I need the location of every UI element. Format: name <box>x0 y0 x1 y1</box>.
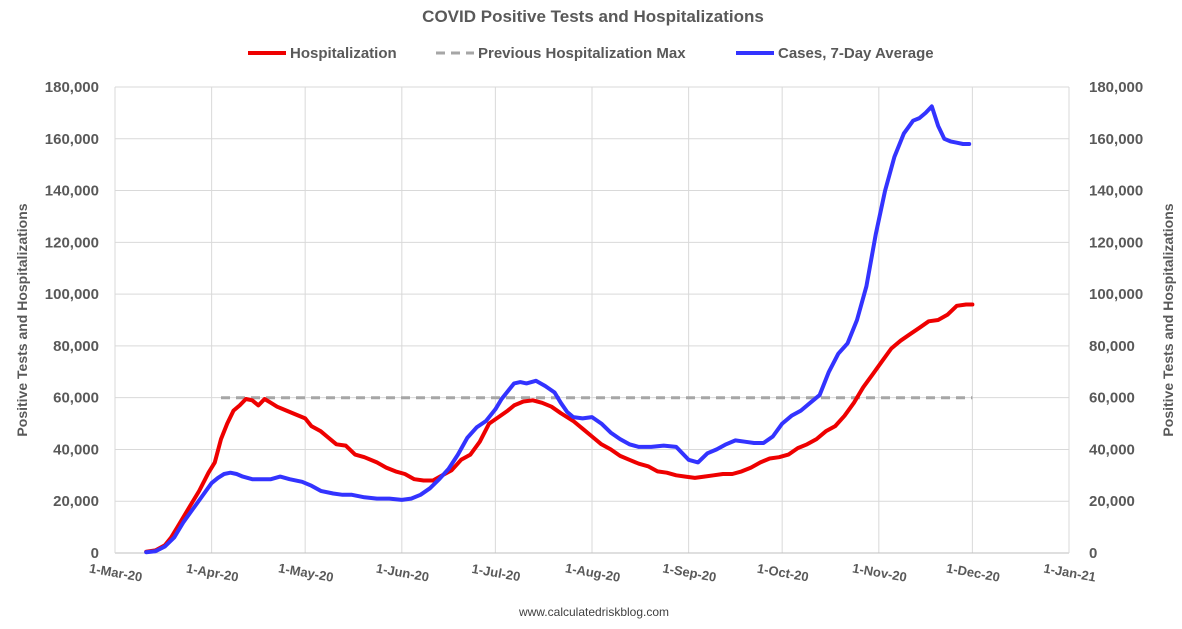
y-axis-right-ticks: 0 20,000 40,000 60,000 80,000 100,000 120,000 1… <box>1089 79 1143 562</box>
y-tick-label-left: 120,000 <box>45 234 99 251</box>
y-tick-label-right: 80,000 <box>1089 338 1135 355</box>
series-cases-line <box>144 104 972 555</box>
y-tick-label-right: 180,000 <box>1089 79 1143 96</box>
y-tick-label-right: 120,000 <box>1089 234 1143 251</box>
source-credit: www.calculatedriskblog.com <box>518 605 669 619</box>
y-tick-label-right: 60,000 <box>1089 390 1135 407</box>
y-tick-label-right: 40,000 <box>1089 441 1135 458</box>
y-tick-label-right: 20,000 <box>1089 493 1135 510</box>
y-tick-label-left: 60,000 <box>53 390 99 407</box>
chart-title: COVID Positive Tests and Hospitalization… <box>422 7 764 26</box>
legend-label-hospitalization: Hospitalization <box>290 45 397 62</box>
y-tick-label-left: 40,000 <box>53 441 99 458</box>
y-tick-label-left: 140,000 <box>45 183 99 200</box>
y-axis-left-label: Positive Tests and Hospitalizations <box>14 203 30 436</box>
y-tick-label-right: 100,000 <box>1089 286 1143 303</box>
legend: Hospitalization Previous Hospitalization… <box>248 45 934 62</box>
y-tick-label-left: 80,000 <box>53 338 99 355</box>
y-tick-label-right: 140,000 <box>1089 183 1143 200</box>
series-hospitalization-line <box>144 302 975 554</box>
y-tick-label-left: 100,000 <box>45 286 99 303</box>
legend-label-previous-max: Previous Hospitalization Max <box>478 45 686 62</box>
legend-label-cases: Cases, 7-Day Average <box>778 45 934 62</box>
y-tick-label-right: 0 <box>1089 545 1097 562</box>
y-axis-right-label: Positive Tests and Hospitalizations <box>1160 203 1176 436</box>
y-tick-label-left: 180,000 <box>45 79 99 96</box>
y-axis-left-ticks: 0 20,000 40,000 60,000 80,000 100,000 120,000 1… <box>45 79 99 562</box>
y-tick-label-right: 160,000 <box>1089 131 1143 148</box>
y-tick-label-left: 0 <box>91 545 99 562</box>
y-tick-label-left: 160,000 <box>45 131 99 148</box>
gridlines <box>114 86 1070 553</box>
y-tick-label-left: 20,000 <box>53 493 99 510</box>
plot-frame <box>114 87 1070 554</box>
series-layer <box>144 104 975 555</box>
